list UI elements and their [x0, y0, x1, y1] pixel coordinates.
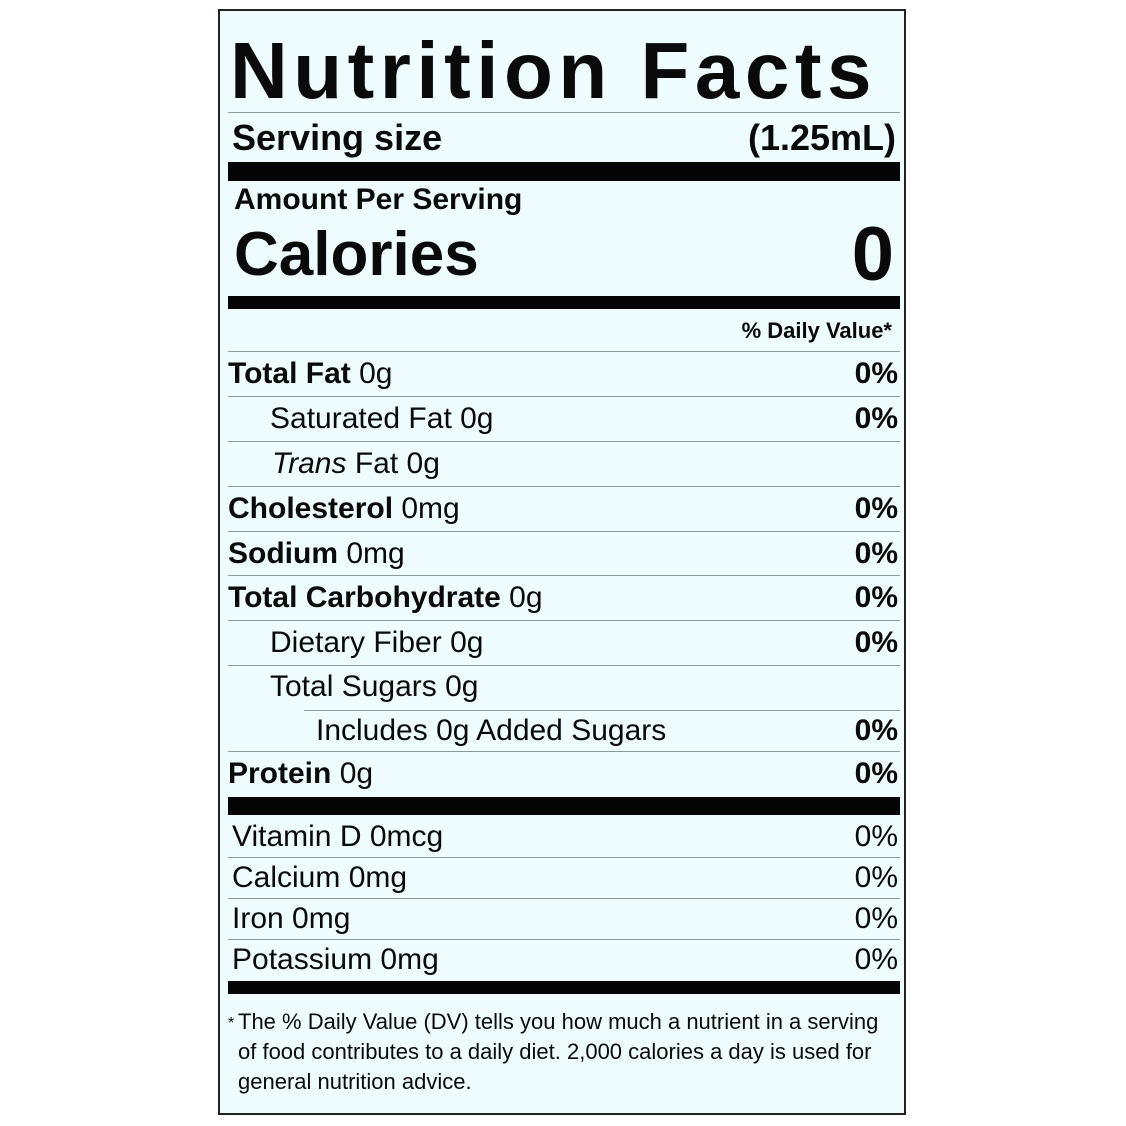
- nutrient-name: Total Sugars: [270, 670, 437, 703]
- vitamin-row: Potassium 0mg 0%: [228, 940, 900, 980]
- nutrient-name: Total Carbohydrate: [228, 581, 501, 614]
- nutrient-row-sodium: Sodium 0mg 0%: [228, 532, 900, 576]
- nutrient-dv: 0%: [854, 581, 898, 614]
- thick-divider: [228, 981, 900, 994]
- nutrient-amount: 0g: [359, 357, 393, 390]
- vitamin-dv: 0%: [854, 861, 898, 894]
- vitamin-dv: 0%: [854, 943, 898, 976]
- vitamin-row: Calcium 0mg 0%: [228, 858, 900, 898]
- nutrient-name: Includes 0g Added Sugars: [316, 714, 667, 747]
- nutrient-dv: 0%: [854, 757, 898, 790]
- nutrient-amount: 0g: [445, 670, 479, 703]
- label-title: Nutrition Facts: [230, 26, 877, 115]
- thick-divider: [228, 797, 900, 815]
- vitamin-dv: 0%: [854, 819, 898, 853]
- amount-per-serving: Amount Per Serving: [234, 183, 523, 216]
- calories-value: 0: [851, 211, 894, 297]
- daily-value-header-text: % Daily Value*: [741, 318, 892, 343]
- divider: [228, 665, 900, 666]
- nutrient-row-trans-fat: Trans Fat 0g: [228, 442, 900, 486]
- vitamin-row: Vitamin D 0mcg 0%: [228, 816, 900, 857]
- vitamin-name: Calcium 0mg: [232, 861, 408, 894]
- daily-value-header: % Daily Value*: [228, 316, 900, 346]
- nutrient-amount: 0g: [339, 757, 374, 790]
- divider: [228, 531, 900, 532]
- nutrient-amount: 0mg: [346, 537, 405, 570]
- footnote-star: *: [228, 1015, 235, 1032]
- divider: [228, 857, 900, 858]
- nutrient-amount: 0mg: [401, 492, 460, 525]
- divider: [228, 351, 900, 352]
- vitamin-dv: 0%: [854, 902, 898, 935]
- nutrient-amount: 0g: [450, 626, 484, 659]
- nutrient-row-cholesterol: Cholesterol 0mg 0%: [228, 487, 900, 531]
- divider: [228, 396, 900, 397]
- nutrient-dv: 0%: [854, 492, 898, 525]
- nutrient-name: Cholesterol: [228, 492, 394, 525]
- divider: [228, 486, 900, 487]
- divider: [228, 939, 900, 940]
- nutrition-facts-label: Nutrition Facts Serving size (1.25mL) Am…: [218, 9, 906, 1115]
- nutrient-name: Total Fat: [228, 357, 351, 390]
- calories-row: Calories 0: [228, 212, 900, 297]
- nutrient-row-saturated-fat: Saturated Fat 0g 0%: [228, 397, 900, 441]
- nutrient-row-total-sugars: Total Sugars 0g: [228, 666, 900, 708]
- nutrient-dv: 0%: [854, 626, 898, 659]
- calories-label: Calories: [234, 219, 479, 289]
- nutrient-dv: 0%: [854, 714, 898, 747]
- nutrient-name: Trans: [272, 447, 347, 480]
- vitamin-row: Iron 0mg 0%: [228, 899, 900, 939]
- nutrient-row-total-fat: Total Fat 0g 0%: [228, 352, 900, 396]
- thick-divider: [228, 296, 900, 309]
- nutrient-name: Sodium: [228, 537, 338, 570]
- nutrient-dv: 0%: [854, 357, 898, 390]
- nutrient-amount: 0g: [509, 581, 543, 614]
- divider: [228, 620, 900, 621]
- footnote: * The % Daily Value (DV) tells you how m…: [228, 1007, 888, 1097]
- footnote-text: The % Daily Value (DV) tells you how muc…: [238, 1009, 879, 1094]
- thick-divider: [228, 162, 900, 181]
- nutrient-name-rest: Fat: [354, 447, 399, 480]
- divider: [228, 751, 900, 752]
- vitamin-name: Iron 0mg: [232, 902, 351, 935]
- nutrient-amount: 0g: [460, 402, 494, 435]
- serving-size-row: Serving size (1.25mL): [228, 115, 900, 161]
- nutrient-name: Saturated Fat: [270, 402, 452, 435]
- vitamin-name: Vitamin D 0mcg: [232, 819, 444, 853]
- divider: [228, 112, 900, 113]
- nutrient-dv: 0%: [854, 402, 898, 435]
- divider: [228, 575, 900, 576]
- serving-size-value: (1.25mL): [747, 117, 896, 158]
- nutrient-row-added-sugars: Includes 0g Added Sugars 0%: [228, 711, 900, 751]
- nutrient-amount: 0g: [406, 447, 440, 480]
- vitamin-name: Potassium 0mg: [232, 943, 439, 976]
- divider: [228, 441, 900, 442]
- nutrient-row-total-carbohydrate: Total Carbohydrate 0g 0%: [228, 576, 900, 620]
- nutrient-name: Protein: [228, 757, 332, 790]
- divider: [228, 898, 900, 899]
- nutrient-name: Dietary Fiber: [270, 626, 442, 659]
- nutrient-dv: 0%: [854, 537, 898, 570]
- divider: [304, 710, 900, 711]
- serving-size-label: Serving size: [232, 117, 443, 158]
- nutrient-row-dietary-fiber: Dietary Fiber 0g 0%: [228, 621, 900, 665]
- nutrient-row-protein: Protein 0g 0%: [228, 752, 900, 796]
